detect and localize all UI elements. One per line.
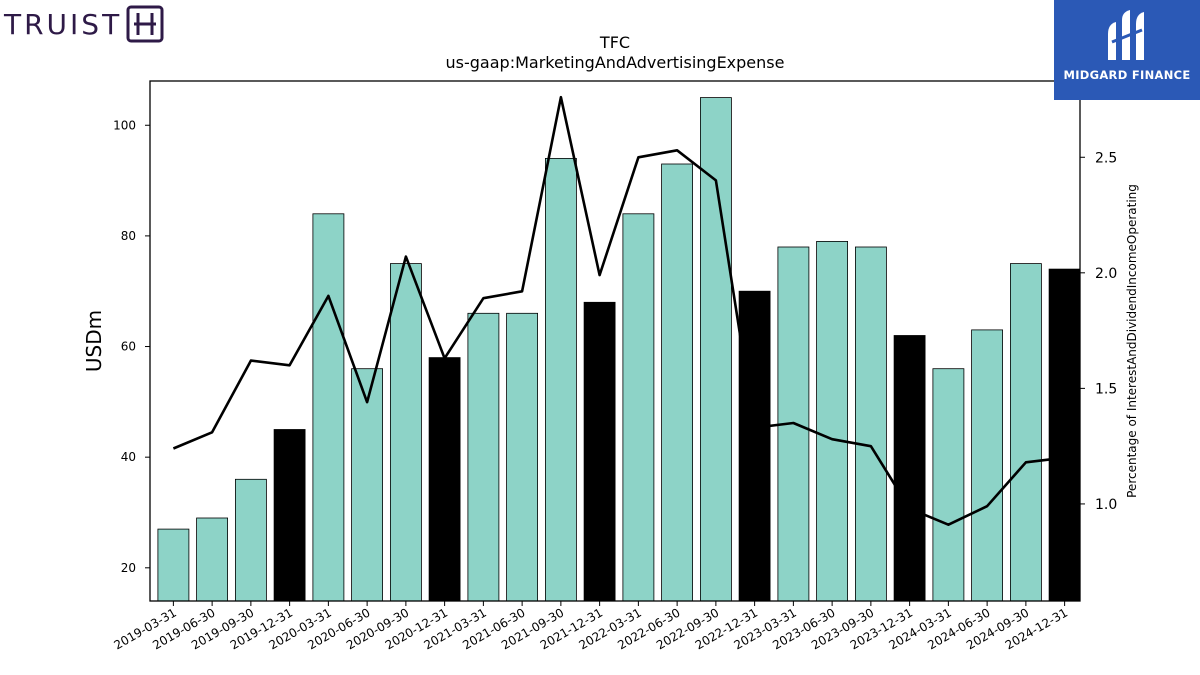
y-tick-label: 100: [113, 118, 136, 132]
bar-2023-12-31: [893, 335, 926, 602]
y2-tick-label: 1.0: [1095, 497, 1117, 513]
truist-mark-icon: [126, 5, 164, 43]
bar-2024-06-30: [971, 329, 1003, 602]
y-tick-label: 80: [121, 229, 136, 243]
y-axis-label: USDm: [82, 310, 106, 372]
bar-2020-09-30: [389, 263, 422, 602]
y2-tick-label: 2.5: [1095, 150, 1117, 166]
bar-2021-03-31: [467, 312, 500, 602]
bar-2022-06-30: [661, 163, 693, 602]
y2-tick-label: 2.0: [1095, 266, 1117, 282]
bar-2020-12-31: [428, 357, 461, 602]
chart-subtitle: us-gaap:MarketingAndAdvertisingExpense: [446, 53, 785, 72]
midgard-logo-text: MIDGARD FINANCE: [1063, 68, 1191, 82]
bar-2021-12-31: [583, 301, 616, 602]
bar-2023-06-30: [816, 240, 848, 602]
bar-2021-09-30: [545, 157, 577, 602]
bar-2022-03-31: [622, 213, 655, 602]
bar-2020-03-31: [312, 213, 345, 602]
bar-2019-06-30: [196, 517, 229, 602]
bar-2024-09-30: [1010, 263, 1042, 602]
bar-2023-09-30: [855, 246, 887, 602]
y-tick-label: 60: [121, 340, 136, 354]
y-tick-label: 40: [121, 450, 136, 464]
chart-title: TFC: [599, 33, 630, 52]
y2-axis-label: Percentage of InterestAndDividendIncomeO…: [1125, 184, 1139, 498]
bar-2022-12-31: [738, 290, 771, 602]
bar-2024-03-31: [932, 368, 965, 602]
bar-2020-06-30: [351, 368, 384, 602]
line-series: [172, 95, 1065, 527]
bar-2019-09-30: [234, 478, 267, 602]
y-tick-label: 20: [121, 561, 136, 575]
midgard-mark-icon: [1108, 10, 1144, 60]
truist-logo-text: TRUIST: [4, 7, 123, 41]
y2-tick-label: 1.5: [1095, 381, 1117, 397]
plot-frame: [149, 80, 1081, 602]
midgard-logo: MIDGARD FINANCE: [1054, 0, 1200, 100]
bar-2024-12-31: [1048, 268, 1081, 602]
bar-2019-03-31: [157, 528, 190, 602]
bar-2019-12-31: [273, 429, 306, 602]
truist-logo: TRUIST: [4, 4, 164, 44]
bar-2021-06-30: [506, 312, 539, 602]
bars-layer: [157, 97, 1081, 602]
line-layer: [172, 95, 1065, 527]
